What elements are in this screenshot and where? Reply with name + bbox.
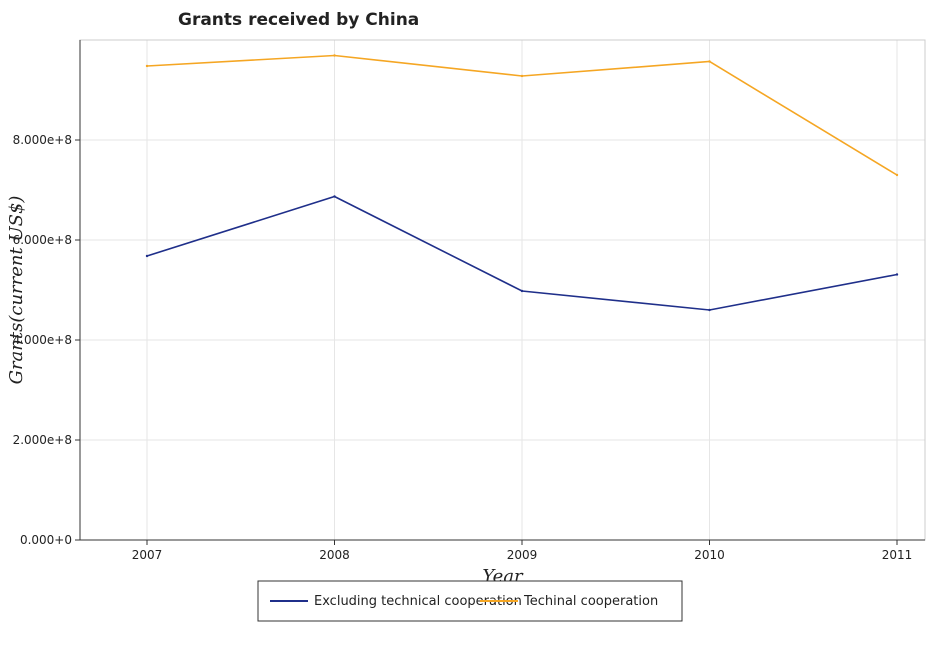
legend: Excluding technical cooperation Techinal … <box>257 580 683 622</box>
data-point <box>708 308 711 312</box>
data-point <box>333 195 336 198</box>
y-axis-label: Grants(current US$) <box>6 196 27 385</box>
data-point <box>895 173 899 177</box>
x-axis-ticks: 2007 2008 2009 2010 2011 <box>80 539 925 562</box>
y-tick-label: 4.000e+8 <box>13 333 72 347</box>
grid <box>80 40 925 541</box>
legend-label: Techinal cooperation <box>523 594 658 609</box>
legend-box <box>257 580 683 622</box>
y-tick-label: 8.000e+8 <box>13 133 72 147</box>
chart-title: Grants received by China <box>178 10 419 30</box>
data-point <box>895 273 899 276</box>
y-tick-label: 0.000+0 <box>20 533 72 547</box>
series-lines <box>145 54 899 312</box>
data-point <box>520 74 524 78</box>
x-tick-label: 2008 <box>319 548 350 562</box>
data-point <box>333 54 336 57</box>
legend-label: Excluding technical cooperation <box>314 594 522 609</box>
x-tick-label: 2011 <box>882 548 913 562</box>
data-point <box>520 289 524 293</box>
y-axis-ticks: 0.000+0 2.000e+8 4.000e+8 6.000e+8 8.000e+8 <box>13 40 81 547</box>
x-tick-label: 2009 <box>507 548 538 562</box>
data-point <box>145 254 149 258</box>
data-point <box>708 60 711 63</box>
y-tick-label: 2.000e+8 <box>13 433 72 447</box>
x-tick-label: 2007 <box>132 548 163 562</box>
x-tick-label: 2010 <box>694 548 725 562</box>
data-point <box>145 64 149 68</box>
y-tick-label: 6.000e+8 <box>13 233 72 247</box>
